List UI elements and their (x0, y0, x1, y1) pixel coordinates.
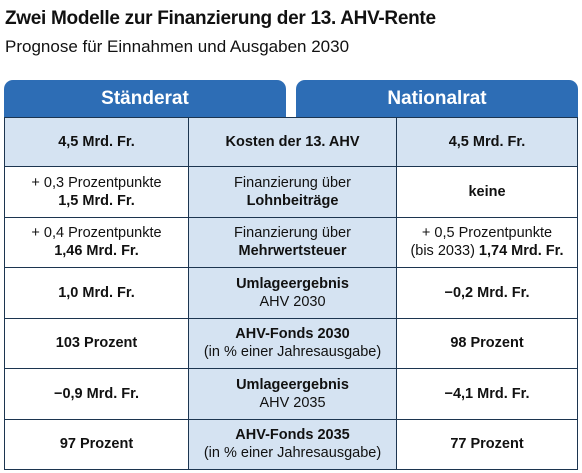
title: Zwei Modelle zur Finanzierung der 13. AH… (5, 8, 436, 29)
cell-line: 77 Prozent (450, 435, 523, 453)
cell-line: −0,9 Mrd. Fr. (54, 385, 139, 403)
table-cell: AHV-Fonds 2035 (in % einer Jahresausgabe) (188, 418, 397, 469)
table-cell: −0,9 Mrd. Fr. (5, 368, 188, 419)
cell-text: AHV 2035 (259, 394, 326, 411)
table-cell: 1,0 Mrd. Fr. (5, 267, 188, 318)
cell-text: 1,74 Mrd. Fr. (478, 243, 564, 260)
cell-text: 1,0 Mrd. Fr. (58, 284, 135, 301)
cell-line: 98 Prozent (450, 334, 523, 352)
cell-line: 1,0 Mrd. Fr. (58, 284, 135, 302)
table-cell: 77 Prozent (397, 418, 577, 470)
cell-text: Umlageergebnis (236, 275, 349, 292)
table-cell: AHV-Fonds 2030 (in % einer Jahresausgabe) (188, 317, 397, 368)
cell-line: + 0,4 Prozentpunkte (31, 224, 161, 242)
cell-text: + 0,3 Prozentpunkte (31, 174, 162, 191)
table-cell: −4,1 Mrd. Fr. (397, 368, 577, 419)
cell-line: AHV-Fonds 2035 (235, 426, 349, 444)
table-cell: Umlageergebnis AHV 2035 (188, 368, 397, 419)
table-cell: Umlageergebnis AHV 2030 (188, 267, 397, 318)
cell-text: (in % einer Jahresausgabe) (203, 445, 382, 462)
cell-text: 98 Prozent (450, 335, 524, 352)
cell-text: AHV-Fonds 2030 (235, 326, 350, 343)
cell-line: 4,5 Mrd. Fr. (58, 133, 135, 151)
cell-text: AHV-Fonds 2035 (235, 427, 350, 444)
cell-text: 1,46 Mrd. Fr. (54, 243, 139, 260)
cell-line: AHV 2030 (259, 293, 325, 311)
subtitle: Prognose für Einnahmen und Ausgaben 2030 (5, 37, 350, 56)
cell-line: 1,5 Mrd. Fr. (58, 192, 135, 210)
comparison-table: 4,5 Mrd. Fr. Kosten der 13. AHV 4,5 Mrd. F… (4, 117, 578, 470)
table-cell: + 0,4 Prozentpunkte 1,46 Mrd. Fr. (5, 216, 188, 268)
cell-line: 4,5 Mrd. Fr. (449, 133, 526, 151)
table-cell: 98 Prozent (397, 317, 577, 369)
cell-text: Mehrwertsteuer (238, 243, 347, 260)
cell-line: 103 Prozent (56, 334, 137, 352)
cell-line: (in % einer Jahresausgabe) (204, 444, 381, 462)
cell-line: Umlageergebnis (236, 376, 349, 394)
table-cell: Finanzierung über Lohnbeiträge (188, 166, 397, 217)
column-header: Nationalrat (296, 80, 578, 117)
table-cell: 103 Prozent (5, 317, 188, 369)
cell-text: Finanzierung über (234, 225, 351, 242)
table-cell: −0,2 Mrd. Fr. (397, 267, 577, 318)
cell-line: AHV 2035 (259, 394, 325, 412)
cell-text: −4,1 Mrd. Fr. (444, 385, 530, 402)
cell-line: −0,2 Mrd. Fr. (444, 284, 529, 302)
cell-text: −0,9 Mrd. Fr. (53, 385, 140, 402)
cell-line: 97 Prozent (60, 435, 133, 453)
cell-line: + 0,3 Prozentpunkte (31, 174, 161, 192)
cell-line: 1,46 Mrd. Fr. (54, 242, 139, 260)
cell-text: + 0,4 Prozentpunkte (31, 225, 162, 242)
table-cell: Finanzierung über Mehrwertsteuer (188, 216, 397, 267)
cell-line: Finanzierung über (234, 174, 351, 192)
table-cell: + 0,5 Prozentpunkte (bis 2033) 1,74 Mrd. F… (397, 216, 577, 268)
cell-text: + 0,5 Prozentpunkte (421, 225, 553, 242)
cell-text: 77 Prozent (450, 436, 524, 453)
cell-line: AHV-Fonds 2030 (235, 325, 349, 343)
cell-line: −4,1 Mrd. Fr. (444, 385, 529, 403)
table-cell: + 0,3 Prozentpunkte 1,5 Mrd. Fr. (5, 166, 188, 217)
cell-text: 1,5 Mrd. Fr. (58, 192, 135, 209)
column-header: Ständerat (4, 80, 286, 117)
cell-text: Umlageergebnis (236, 376, 349, 393)
cell-text: AHV 2030 (259, 293, 326, 310)
cell-line: Umlageergebnis (236, 275, 349, 293)
cell-text: (in % einer Jahresausgabe) (203, 344, 382, 361)
cell-line: Kosten der 13. AHV (225, 133, 359, 151)
table-cell: 4,5 Mrd. Fr. (397, 118, 577, 166)
cell-text: 103 Prozent (55, 335, 138, 352)
cell-text: keine (468, 183, 506, 200)
cell-text: 4,5 Mrd. Fr. (448, 134, 526, 150)
cell-text: 4,5 Mrd. Fr. (58, 134, 135, 150)
cell-text: (bis 2033) (410, 243, 475, 260)
cell-text: Finanzierung über (234, 174, 351, 191)
table-cell: keine (397, 166, 577, 217)
cell-text: 97 Prozent (59, 436, 134, 453)
cell-line: (in % einer Jahresausgabe) (204, 343, 381, 361)
cell-line: + 0,5 Prozentpunkte (422, 224, 552, 242)
cell-line: Finanzierung über (234, 224, 351, 242)
cell-text: Lohnbeiträge (246, 192, 339, 209)
cell-line: (bis 2033) 1,74 Mrd. Fr. (410, 242, 563, 260)
cell-line: Mehrwertsteuer (239, 242, 347, 260)
table-cell: Kosten der 13. AHV (188, 118, 397, 166)
table-cell: 4,5 Mrd. Fr. (5, 118, 188, 166)
table-cell: 97 Prozent (5, 418, 188, 470)
cell-line: Lohnbeiträge (247, 192, 339, 210)
cell-text: −0,2 Mrd. Fr. (444, 284, 530, 301)
cell-text: Kosten der 13. AHV (225, 134, 360, 150)
cell-line: keine (468, 183, 505, 201)
